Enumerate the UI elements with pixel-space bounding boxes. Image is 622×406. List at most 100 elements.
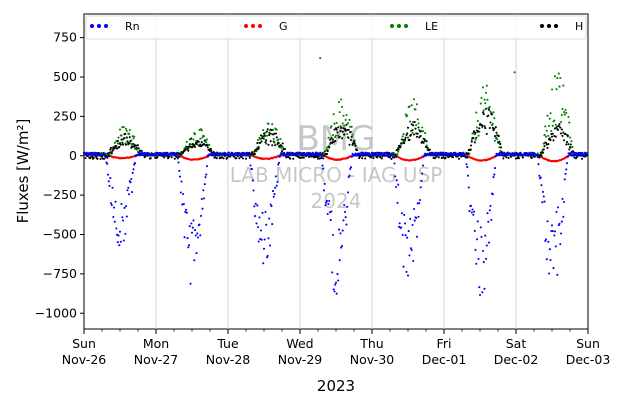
point-LE bbox=[406, 136, 410, 139]
point-LE bbox=[331, 134, 335, 137]
point-LE bbox=[421, 126, 424, 129]
point-Rn bbox=[329, 219, 332, 222]
point-LE bbox=[409, 120, 412, 123]
point-H bbox=[472, 137, 475, 140]
point-H bbox=[115, 147, 119, 150]
point-Rn bbox=[488, 209, 491, 212]
point-Rn bbox=[330, 210, 333, 213]
point-LE bbox=[402, 133, 405, 136]
point-Rn bbox=[462, 151, 465, 154]
point-Rn bbox=[110, 203, 113, 207]
point-Rn bbox=[400, 226, 403, 229]
point-Rn bbox=[343, 210, 347, 213]
point-LE bbox=[410, 104, 413, 107]
point-H bbox=[286, 155, 290, 158]
point-Rn bbox=[262, 247, 266, 250]
point-Rn bbox=[487, 220, 490, 223]
point-Rn bbox=[267, 237, 270, 240]
point-H bbox=[274, 144, 277, 147]
legend-item-LE: LE bbox=[390, 20, 438, 33]
x-tick-label-date: Nov-26 bbox=[62, 352, 107, 367]
point-Rn bbox=[129, 181, 132, 184]
point-Rn bbox=[291, 154, 294, 157]
point-H bbox=[208, 149, 212, 152]
point-H bbox=[179, 153, 182, 156]
point-LE bbox=[327, 136, 330, 139]
point-H bbox=[115, 145, 118, 148]
point-H bbox=[186, 147, 189, 150]
point-Rn bbox=[471, 208, 474, 211]
point-LE bbox=[551, 124, 554, 127]
point-LE bbox=[542, 142, 545, 145]
point-H bbox=[260, 140, 263, 143]
x-tick-label-date: Dec-01 bbox=[422, 352, 467, 367]
point-Rn bbox=[397, 225, 401, 228]
point-LE bbox=[277, 138, 280, 141]
point-H bbox=[270, 129, 273, 132]
point-LE bbox=[474, 138, 477, 141]
point-Rn bbox=[171, 151, 174, 154]
point-Rn bbox=[580, 151, 584, 154]
point-LE bbox=[125, 129, 128, 132]
point-Rn bbox=[491, 193, 494, 196]
point-H bbox=[487, 108, 491, 111]
point-H bbox=[264, 141, 267, 144]
point-H bbox=[567, 143, 570, 146]
point-Rn bbox=[392, 156, 395, 159]
point-H bbox=[272, 140, 275, 143]
point-Rn bbox=[559, 232, 563, 235]
point-Rn bbox=[324, 204, 327, 207]
point-Rn bbox=[310, 154, 313, 157]
point-LE bbox=[513, 71, 516, 74]
point-LE bbox=[349, 125, 352, 128]
point-Rn bbox=[276, 180, 279, 183]
point-Rn bbox=[199, 214, 203, 217]
point-LE bbox=[495, 136, 498, 139]
point-H bbox=[547, 143, 550, 146]
point-H bbox=[516, 157, 519, 160]
point-H bbox=[489, 121, 492, 124]
point-H bbox=[137, 147, 140, 150]
x-tick-label-date: Dec-03 bbox=[566, 352, 611, 367]
point-H bbox=[575, 156, 578, 159]
point-Rn bbox=[271, 223, 274, 226]
point-H bbox=[352, 140, 356, 143]
point-H bbox=[292, 157, 295, 160]
point-LE bbox=[205, 141, 208, 144]
point-Rn bbox=[173, 151, 176, 155]
point-Rn bbox=[493, 173, 496, 176]
point-Rn bbox=[475, 238, 479, 241]
point-H bbox=[333, 128, 336, 131]
y-tick-label: −500 bbox=[43, 227, 77, 242]
point-Rn bbox=[257, 240, 260, 243]
point-Rn bbox=[340, 244, 344, 248]
point-LE bbox=[561, 107, 564, 111]
point-Rn bbox=[555, 210, 558, 213]
point-Rn bbox=[418, 202, 421, 205]
point-H bbox=[109, 148, 112, 151]
point-LE bbox=[555, 88, 558, 91]
point-Rn bbox=[200, 197, 203, 201]
point-H bbox=[364, 157, 367, 160]
point-H bbox=[481, 111, 485, 114]
point-H bbox=[390, 157, 393, 160]
point-LE bbox=[345, 113, 348, 117]
point-Rn bbox=[418, 198, 422, 202]
point-H bbox=[197, 140, 200, 143]
point-H bbox=[280, 144, 283, 147]
legend-item-H: H bbox=[540, 20, 583, 33]
point-Rn bbox=[253, 205, 256, 208]
point-Rn bbox=[106, 162, 109, 165]
grid-lines bbox=[155, 14, 517, 329]
x-tick-label-date: Nov-30 bbox=[350, 352, 395, 367]
legend: Rn G LE H bbox=[85, 15, 587, 40]
point-H bbox=[215, 157, 218, 160]
point-LE bbox=[337, 101, 341, 104]
point-Rn bbox=[103, 152, 107, 155]
point-Rn bbox=[215, 151, 218, 154]
point-LE bbox=[416, 118, 419, 121]
point-H bbox=[349, 131, 352, 134]
point-H bbox=[399, 145, 402, 148]
point-LE bbox=[350, 125, 353, 128]
point-H bbox=[206, 146, 209, 149]
